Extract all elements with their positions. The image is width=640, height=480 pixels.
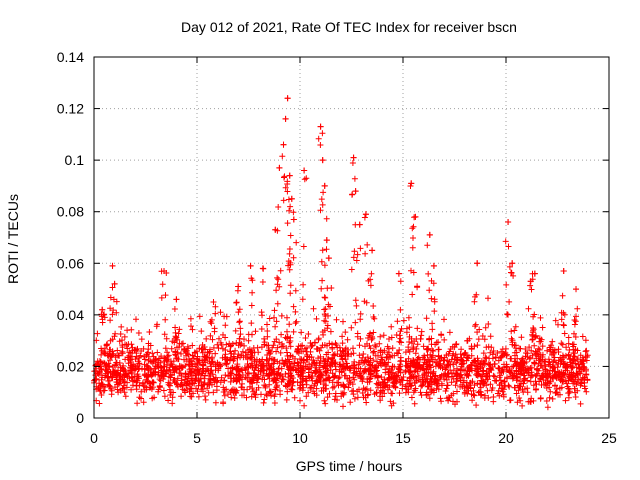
peak-point xyxy=(210,298,217,305)
y-tick-label: 0.04 xyxy=(57,307,84,323)
peak-point xyxy=(290,216,297,223)
peak-point xyxy=(408,180,415,187)
x-tick-label: 20 xyxy=(498,430,514,446)
peak-point xyxy=(247,262,254,269)
data-points xyxy=(91,95,591,411)
peak-point xyxy=(323,237,330,244)
scatter-points xyxy=(91,95,591,411)
peak-point xyxy=(161,268,168,275)
peak-point xyxy=(235,283,242,290)
peak-point xyxy=(509,260,516,267)
peak-point xyxy=(280,141,287,148)
peak-point xyxy=(111,280,118,287)
x-tick-label: 5 xyxy=(193,430,201,446)
peak-point xyxy=(350,154,357,161)
peak-point xyxy=(288,195,295,202)
x-axis-label: GPS time / hours xyxy=(296,458,403,474)
peak-point xyxy=(505,219,512,226)
y-tick-label: 0.06 xyxy=(57,255,84,271)
peak-point xyxy=(395,270,402,277)
peak-point xyxy=(276,164,283,171)
plot-frame xyxy=(93,56,610,419)
peak-point xyxy=(286,172,293,179)
peak-point xyxy=(301,167,308,174)
peak-point xyxy=(560,268,567,275)
y-tick-label: 0.12 xyxy=(57,101,84,117)
y-tick-label: 0.02 xyxy=(57,358,84,374)
ticks: 0 0.02 0.04 0.06 0.08 0.1 0.12 0.14 0 5 10 15 20 25 xyxy=(57,49,617,446)
peak-point xyxy=(352,188,359,195)
peak-point xyxy=(356,221,363,228)
peak-point xyxy=(325,255,332,262)
peak-point xyxy=(284,95,291,102)
x-tick-label: 0 xyxy=(90,430,98,446)
chart-title: Day 012 of 2021, Rate Of TEC Index for r… xyxy=(181,19,517,35)
peak-point xyxy=(527,278,534,285)
x-tick-label: 15 xyxy=(395,430,411,446)
x-tick-label: 10 xyxy=(292,430,308,446)
y-tick-label: 0 xyxy=(76,410,84,426)
peak-point xyxy=(173,296,180,303)
peak-point xyxy=(319,157,326,164)
peak-point xyxy=(426,231,433,238)
peak-point xyxy=(109,262,116,269)
y-tick-label: 0.08 xyxy=(57,204,84,220)
peak-point xyxy=(272,226,279,233)
peak-point xyxy=(474,260,481,267)
peak-point xyxy=(99,306,106,313)
peak-point xyxy=(259,265,266,272)
peak-point xyxy=(531,270,538,277)
peak-point xyxy=(317,123,324,130)
y-tick-label: 0.14 xyxy=(57,49,84,65)
x-tick-label: 25 xyxy=(601,430,617,446)
peak-point xyxy=(430,262,437,269)
peak-point xyxy=(282,115,289,122)
peak-point xyxy=(412,213,419,220)
peak-point xyxy=(573,286,580,293)
peak-point xyxy=(362,211,369,218)
peak-point xyxy=(321,182,328,189)
peak-point xyxy=(369,247,376,254)
y-axis-label: ROTI / TECUs xyxy=(5,194,21,284)
y-tick-label: 0.1 xyxy=(65,152,85,168)
